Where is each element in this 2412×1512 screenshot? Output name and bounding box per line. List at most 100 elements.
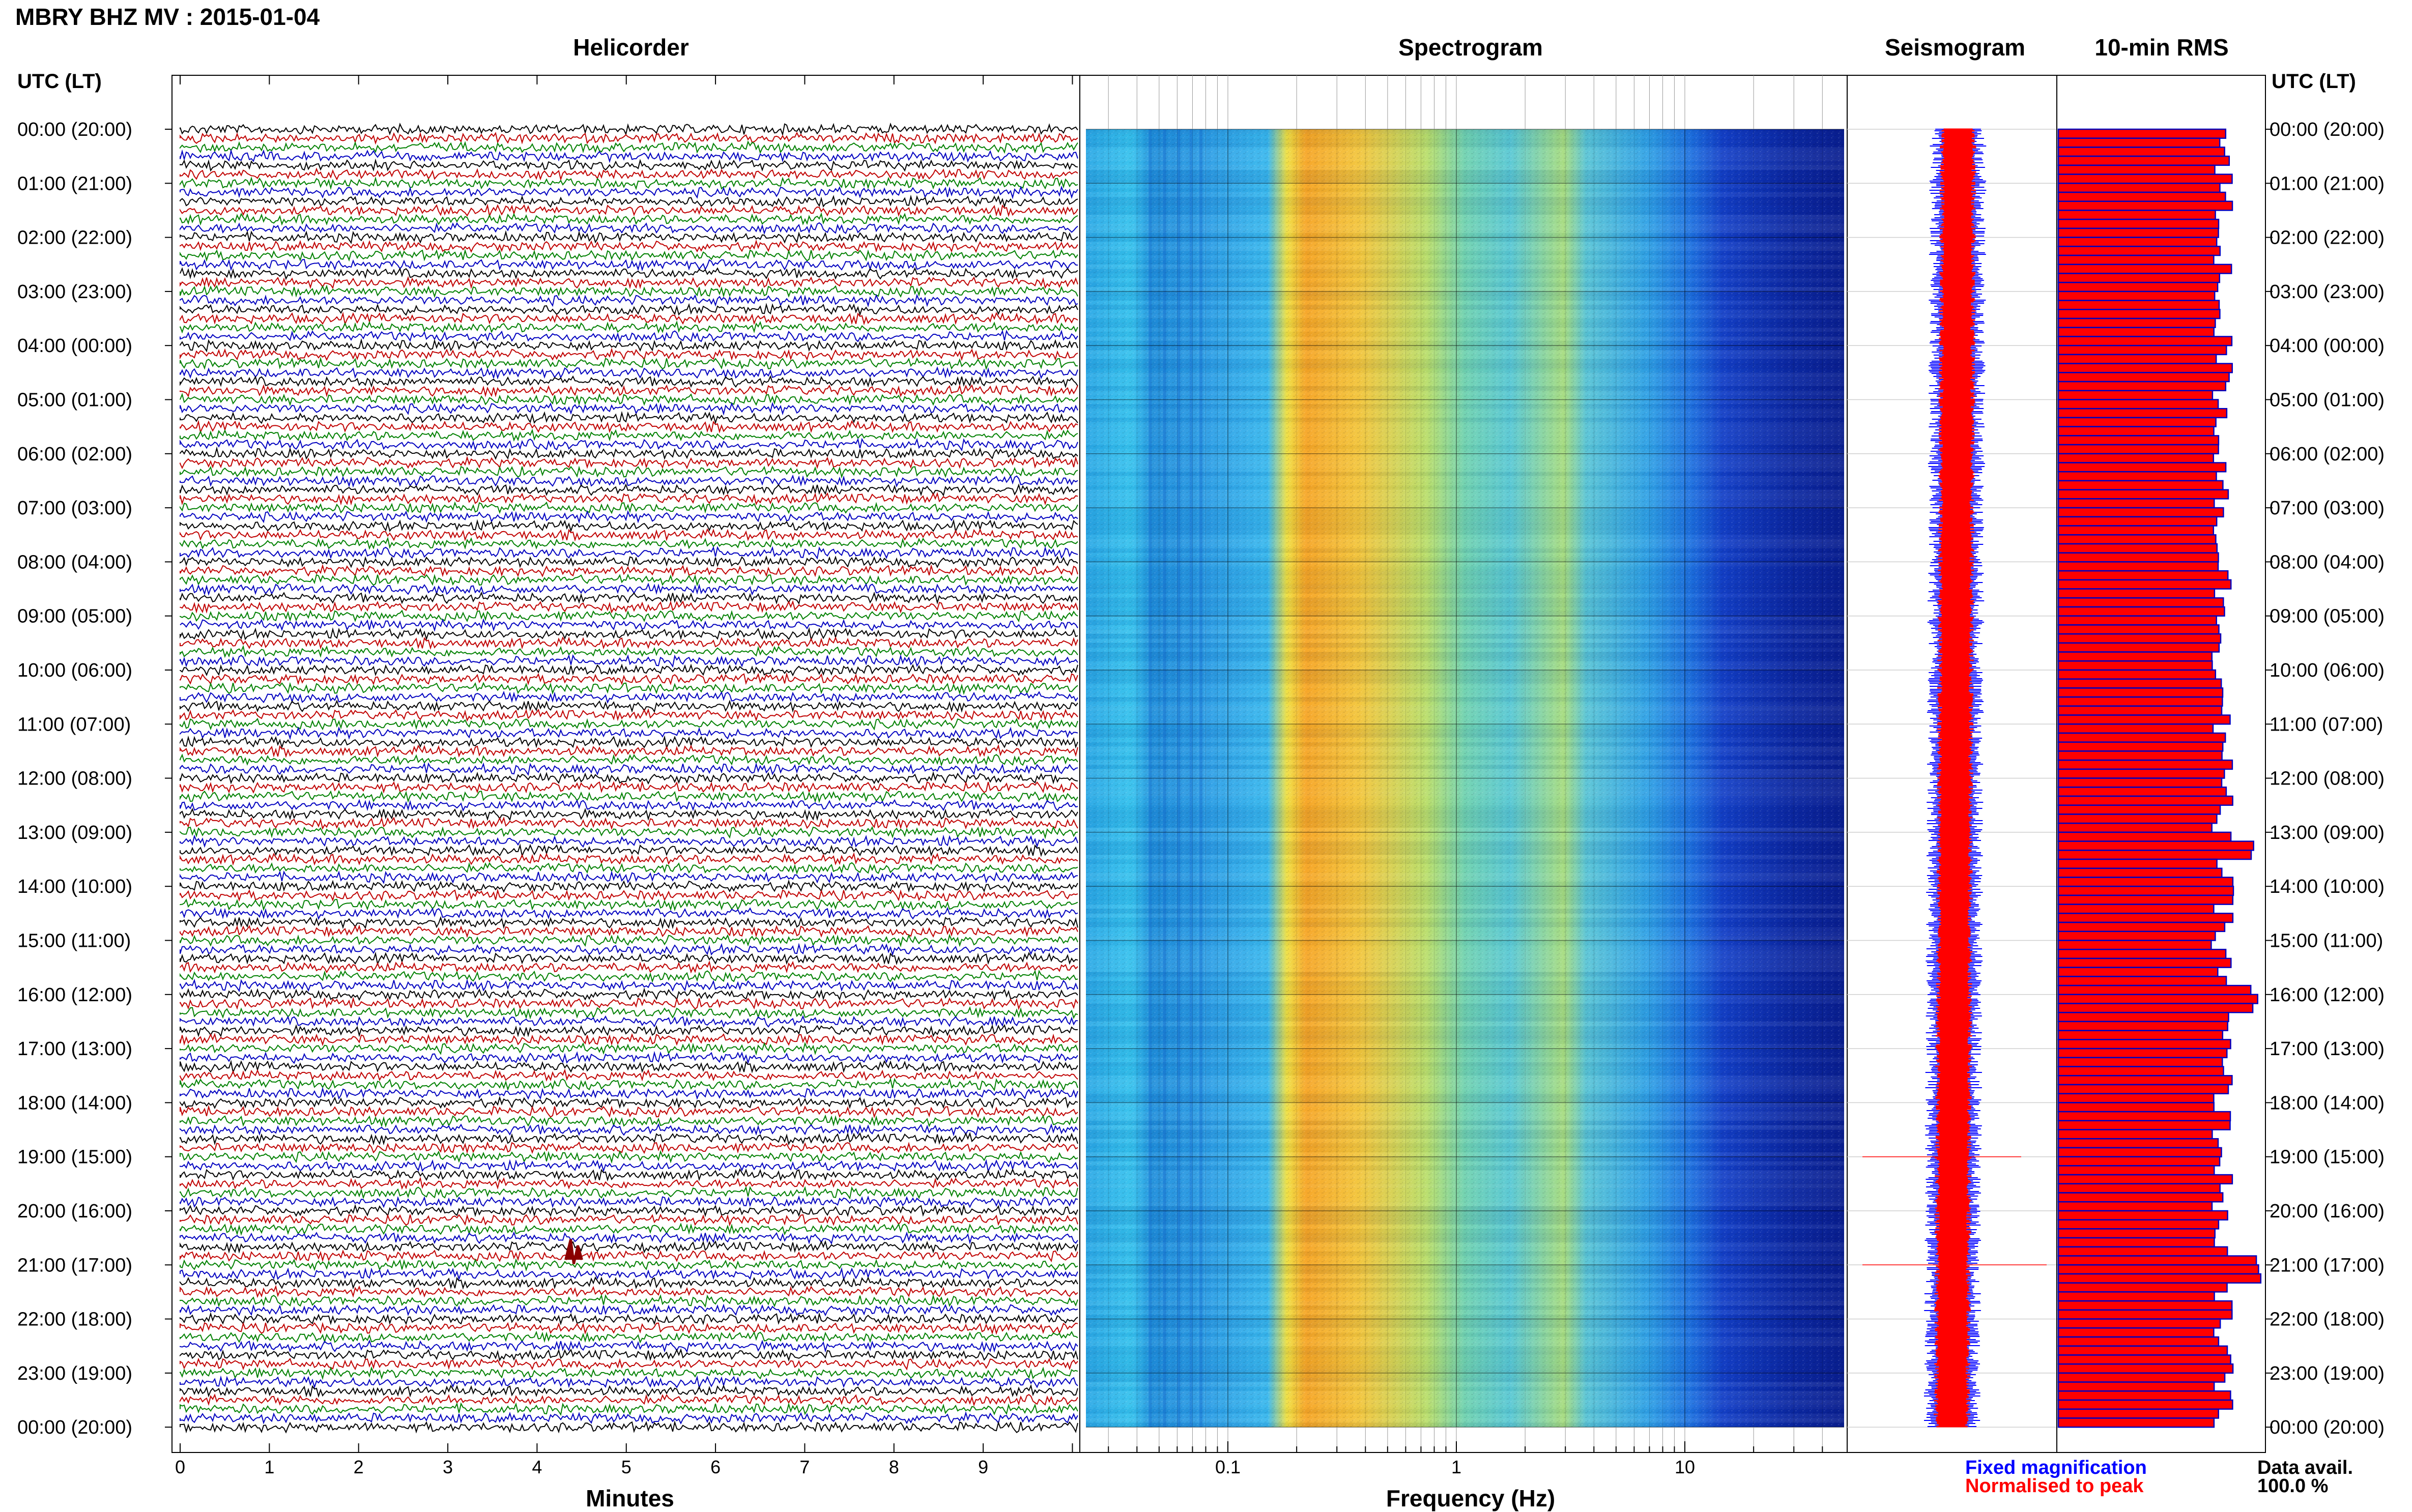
rms-bar (2057, 1300, 2233, 1311)
rms-bar (2057, 741, 2224, 752)
rms-bar (2057, 723, 2214, 734)
rms-bar (2057, 1219, 2220, 1230)
rms-bar (2057, 1255, 2257, 1266)
rms-bar (2057, 967, 2219, 977)
helicorder-trace (180, 1060, 1078, 1074)
helicorder-trace (180, 230, 1078, 245)
hour-label-left: 22:00 (18:00) (17, 1309, 132, 1330)
rms-bar (2057, 327, 2215, 337)
hour-label-right: 03:00 (23:00) (2270, 281, 2385, 303)
helicorder-trace (180, 1411, 1078, 1425)
helicorder-trace (180, 1339, 1078, 1353)
rms-bar (2057, 273, 2221, 283)
legend-normalised: Normalised to peak (1965, 1475, 2144, 1497)
rms-bar (2057, 237, 2218, 247)
helicorder-trace (180, 158, 1078, 172)
helicorder-tick-label: 7 (799, 1457, 810, 1477)
helicorder-trace (180, 347, 1078, 361)
rms-bar (2057, 804, 2221, 815)
helicorder-trace (180, 1312, 1078, 1326)
helicorder-trace (180, 627, 1078, 642)
hour-label-right: 09:00 (05:00) (2270, 606, 2385, 627)
helicorder-trace (180, 258, 1078, 272)
hour-label-left: 15:00 (11:00) (17, 931, 131, 952)
helicorder-trace (180, 483, 1078, 497)
rms-bar (2057, 200, 2233, 211)
helicorder-trace (180, 583, 1078, 596)
helicorder-trace (180, 1223, 1078, 1236)
helicorder-trace (180, 1024, 1078, 1037)
rms-bar (2057, 1021, 2228, 1031)
rms-bar (2057, 877, 2234, 887)
hour-label-left: 13:00 (09:00) (17, 822, 132, 844)
hour-label-right: 06:00 (02:00) (2270, 444, 2385, 465)
rms-bar (2057, 894, 2234, 905)
helicorder-trace (180, 555, 1078, 569)
rms-bar (2057, 931, 2216, 941)
hour-label-right: 05:00 (01:00) (2270, 390, 2385, 411)
hour-label-right: 10:00 (06:00) (2270, 660, 2385, 681)
helicorder-trace (180, 960, 1078, 974)
helicorder-trace (180, 1258, 1078, 1272)
spectrogram-streak (1177, 129, 1181, 1428)
hour-label-right: 23:00 (19:00) (2270, 1363, 2385, 1384)
spectrogram-streak (1189, 129, 1193, 1428)
helicorder-trace (180, 663, 1078, 677)
rms-bar (2057, 1336, 2220, 1347)
rms-bar (2057, 1156, 2221, 1167)
helicorder-trace (180, 1041, 1078, 1056)
rms-bar (2057, 363, 2233, 373)
helicorder-trace (180, 564, 1078, 577)
hour-label-left: 12:00 (08:00) (17, 768, 132, 790)
rms-bar (2057, 408, 2228, 419)
spectrogram-tick-label: 10 (1675, 1457, 1695, 1477)
rms-bar (2057, 1237, 2215, 1248)
helicorder-trace (180, 816, 1078, 830)
rms-bar (2057, 1273, 2262, 1284)
seismogram-normalised-trace (1934, 128, 1976, 1428)
helicorder-trace (180, 501, 1078, 514)
helicorder-trace (180, 401, 1078, 416)
rms-bar (2057, 714, 2231, 725)
rms-bar (2057, 453, 2215, 463)
helicorder-trace (180, 1402, 1078, 1416)
helicorder-trace (180, 393, 1078, 406)
hour-label-left: 21:00 (17:00) (17, 1255, 132, 1276)
rms-bar (2057, 1039, 2231, 1050)
helicorder-trace (180, 645, 1078, 658)
spectrogram-panel: 0.1 1 10 (1079, 75, 1848, 1477)
helicorder-tick-label: 1 (264, 1457, 274, 1477)
seismogram-panel (1847, 75, 2057, 1453)
helicorder-trace (180, 528, 1078, 542)
helicorder-trace (180, 276, 1078, 289)
rms-bar (2057, 1165, 2215, 1176)
helicorder-trace (180, 654, 1078, 668)
helicorder-trace (180, 1015, 1078, 1028)
rms-bar (2057, 732, 2226, 743)
rms-bar (2057, 155, 2230, 166)
rms-bar (2057, 516, 2218, 527)
rms-bar (2057, 290, 2216, 301)
helicorder-trace (180, 329, 1078, 343)
helicorder-xlabel: Minutes (586, 1485, 674, 1511)
hour-label-left: 04:00 (00:00) (17, 335, 132, 357)
hour-label-left: 06:00 (02:00) (17, 444, 132, 465)
helicorder-trace (180, 320, 1078, 334)
helicorder-trace (180, 978, 1078, 993)
helicorder-trace (180, 735, 1078, 749)
helicorder-trace (180, 428, 1078, 442)
helicorder-trace (180, 1285, 1078, 1298)
helicorder-tick-label: 3 (443, 1457, 453, 1477)
seismogram-title: Seismogram (1884, 34, 2026, 61)
helicorder-panel: 0 1 2 3 4 5 6 7 8 9 (171, 75, 1080, 1477)
helicorder-trace (180, 1006, 1078, 1020)
spectrogram-noise (1086, 129, 1844, 1428)
helicorder-trace (180, 1330, 1078, 1344)
rms-bar (2057, 264, 2232, 274)
hour-label-right: 00:00 (20:00) (2270, 1417, 2385, 1438)
helicorder-trace (180, 375, 1078, 389)
helicorder-trace (180, 799, 1078, 812)
helicorder-event (564, 1239, 583, 1264)
rms-bar (2057, 1147, 2222, 1157)
hour-label-right: 08:00 (04:00) (2270, 551, 2385, 573)
